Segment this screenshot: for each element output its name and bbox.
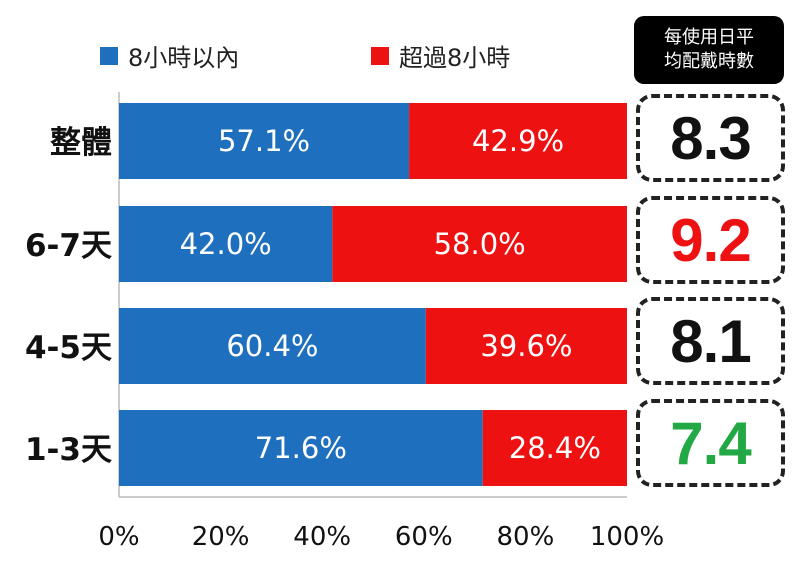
x-tick-label-0: 0% bbox=[98, 522, 139, 552]
average-value-1-3: 7.4 bbox=[670, 409, 751, 477]
bar-within-3 bbox=[119, 410, 483, 486]
category-label-1: 6-7天 bbox=[25, 228, 112, 264]
x-tick-label-1: 20% bbox=[192, 522, 250, 552]
category-label-0: 整體 bbox=[50, 125, 112, 161]
bar-over-2 bbox=[425, 308, 627, 384]
data-label-within-1: 42.0% bbox=[180, 227, 272, 261]
data-label-within-2: 60.4% bbox=[226, 329, 318, 363]
bar-within-0 bbox=[119, 103, 410, 179]
average-header-line2: 均配戴時數 bbox=[664, 51, 754, 72]
bar-over-3 bbox=[482, 410, 627, 486]
x-tick-label-3: 60% bbox=[395, 522, 453, 552]
legend-swatch-within bbox=[100, 46, 118, 65]
data-label-over-3: 28.4% bbox=[509, 431, 601, 465]
data-label-over-2: 39.6% bbox=[480, 329, 572, 363]
x-tick-label-5: 100% bbox=[590, 522, 664, 552]
average-value-4-5: 8.1 bbox=[670, 307, 751, 375]
average-box-overall: 8.3 bbox=[636, 94, 785, 182]
average-hours-header: 每使用日平 均配戴時數 bbox=[634, 16, 784, 84]
average-box-1-3: 7.4 bbox=[636, 399, 785, 487]
data-label-within-0: 57.1% bbox=[218, 124, 310, 158]
bar-over-1 bbox=[332, 206, 627, 282]
average-box-4-5: 8.1 bbox=[636, 297, 785, 385]
x-tick-label-4: 80% bbox=[497, 522, 555, 552]
average-value-6-7: 9.2 bbox=[670, 206, 751, 274]
average-header-line1: 每使用日平 bbox=[664, 27, 754, 48]
legend-label-over: 超過8小時 bbox=[399, 44, 511, 72]
x-tick-label-2: 40% bbox=[293, 522, 351, 552]
legend-item-over: 超過8小時 bbox=[371, 38, 510, 73]
average-box-6-7: 9.2 bbox=[636, 196, 785, 284]
category-label-3: 1-3天 bbox=[25, 432, 112, 468]
legend-label-within: 8小時以內 bbox=[128, 44, 240, 72]
data-label-over-1: 58.0% bbox=[434, 227, 526, 261]
data-label-within-3: 71.6% bbox=[255, 431, 347, 465]
bar-within-2 bbox=[119, 308, 426, 384]
average-value-overall: 8.3 bbox=[670, 104, 751, 172]
data-label-over-0: 42.9% bbox=[472, 124, 564, 158]
bar-over-0 bbox=[409, 103, 627, 179]
legend-item-within: 8小時以內 bbox=[100, 38, 239, 73]
bar-within-1 bbox=[119, 206, 333, 282]
category-label-2: 4-5天 bbox=[25, 330, 112, 366]
legend-swatch-over bbox=[371, 46, 389, 65]
